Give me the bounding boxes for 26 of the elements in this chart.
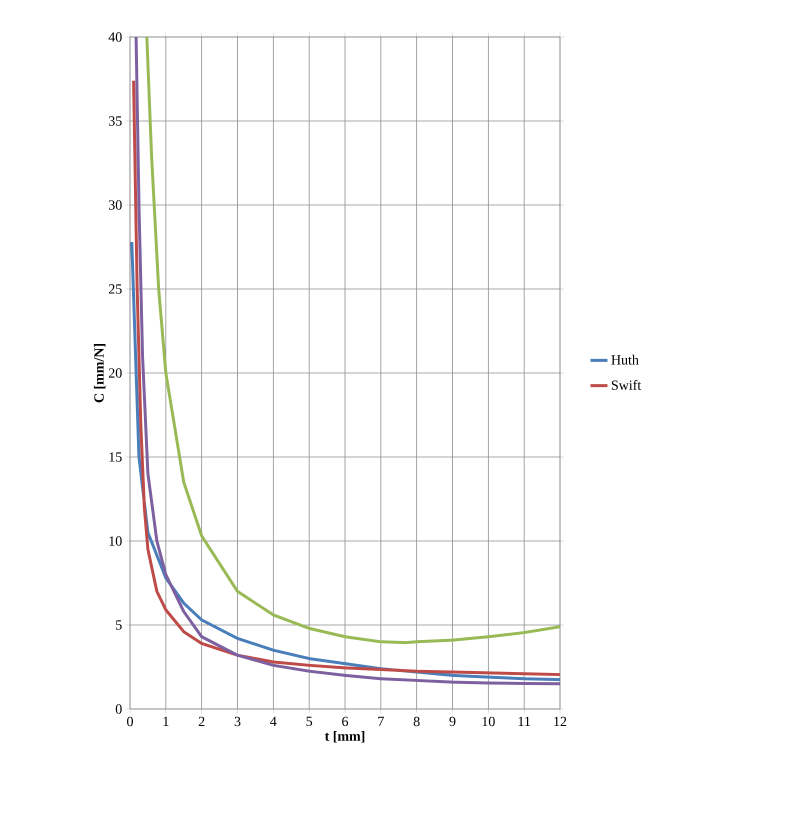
x-tick-label: 7	[378, 716, 384, 726]
x-axis-title: t [mm]	[324, 731, 364, 743]
y-tick-label: 20	[108, 368, 122, 378]
y-tick-label: 25	[108, 284, 122, 294]
y-tick-label: 5	[116, 620, 122, 630]
y-tick-label: 40	[108, 32, 122, 42]
x-tick-label: 5	[306, 716, 312, 726]
x-tick-label: 0	[127, 716, 133, 726]
y-tick-label: 35	[108, 116, 122, 126]
x-tick-label: 4	[270, 716, 277, 726]
x-tick-label: 9	[449, 716, 456, 726]
x-tick-label: 1	[164, 716, 168, 726]
y-tick-label: 10	[110, 536, 122, 546]
legend-label: Huth	[611, 354, 639, 365]
x-tick-label: 12	[554, 716, 566, 726]
x-tick-label: 6	[342, 716, 348, 726]
y-tick-label: 0	[116, 704, 122, 714]
x-tick-label: 2	[198, 716, 204, 726]
y-tick-label: 30	[108, 200, 122, 210]
x-tick-label: 3	[234, 716, 240, 726]
y-tick-label: 15	[110, 452, 122, 462]
x-tick-label: 11	[518, 716, 530, 726]
y-axis-title: C [mm/N]	[94, 344, 106, 402]
legend-label: Swift	[612, 380, 642, 390]
x-tick-label: 8	[414, 716, 420, 726]
x-tick-label: 10	[482, 716, 495, 726]
